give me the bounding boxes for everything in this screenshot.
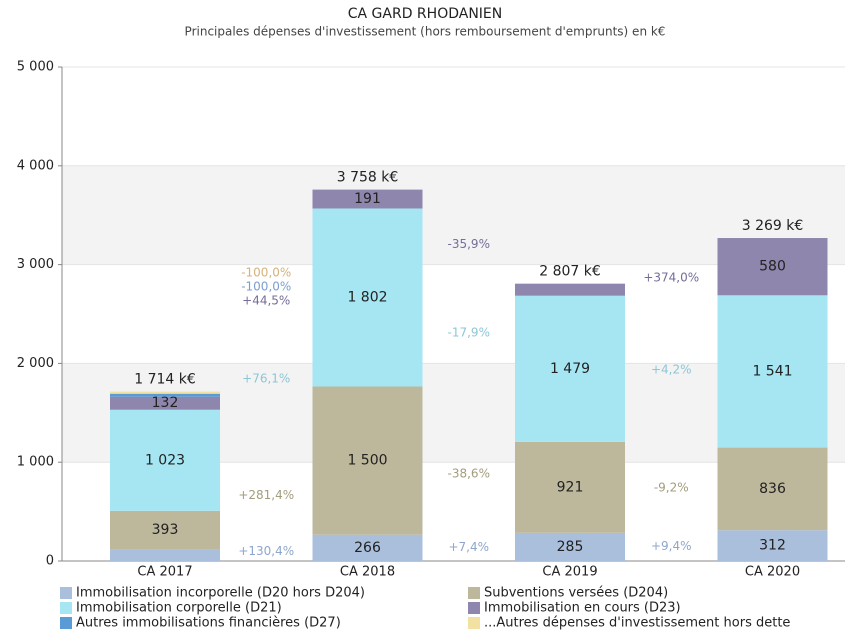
total-label: 2 807 k€ — [539, 264, 601, 280]
bar-segment — [110, 549, 220, 561]
legend-label: Autres immobilisations financières (D27) — [76, 616, 341, 631]
data-label: 132 — [152, 395, 179, 411]
data-label: 1 802 — [347, 290, 387, 306]
legend-swatch — [468, 587, 480, 599]
change-label: +9,4% — [651, 539, 692, 553]
bar-segment — [110, 396, 220, 410]
bar-segment — [312, 208, 423, 387]
bar-segment — [717, 295, 828, 448]
bar-segment — [110, 409, 220, 511]
data-label: 266 — [354, 540, 381, 556]
y-tick-label: 3 000 — [17, 257, 54, 272]
bar-segment — [312, 189, 423, 209]
data-label: 1 023 — [145, 452, 185, 468]
bar-segment — [110, 393, 220, 397]
bar-segment — [515, 295, 625, 442]
bar-segment — [312, 386, 423, 535]
change-label: -9,2% — [654, 481, 689, 495]
data-label: 580 — [759, 259, 786, 275]
y-tick-label: 5 000 — [17, 60, 54, 75]
x-tick-label: CA 2020 — [745, 565, 800, 580]
bar-segment — [515, 532, 625, 561]
y-tick-label: 2 000 — [17, 356, 54, 371]
bar-segment — [515, 441, 625, 533]
data-label: 1 541 — [752, 363, 792, 379]
legend-swatch — [468, 602, 480, 614]
bar-segment — [110, 391, 220, 394]
grid-band — [62, 165, 845, 265]
legend-swatch — [468, 617, 480, 629]
legend-swatch — [60, 617, 72, 629]
change-label: +130,4% — [238, 544, 294, 558]
change-label: -35,9% — [448, 237, 490, 251]
data-label: 1 479 — [550, 361, 590, 377]
legend-swatch — [60, 602, 72, 614]
total-label: 3 758 k€ — [337, 170, 399, 186]
change-label: +76,1% — [242, 371, 290, 385]
x-tick-label: CA 2018 — [340, 565, 395, 580]
total-label: 1 714 k€ — [134, 372, 196, 388]
bar-segment — [717, 530, 828, 561]
change-label: -100,0% — [241, 280, 291, 294]
chart-title: CA GARD RHODANIEN — [348, 6, 503, 22]
change-label: +374,0% — [643, 271, 699, 285]
data-label: 1 500 — [347, 453, 387, 469]
bar-segment — [110, 510, 220, 550]
x-tick-label: CA 2019 — [542, 565, 597, 580]
data-label: 836 — [759, 481, 786, 497]
change-label: +4,2% — [651, 363, 692, 377]
bar-segment — [717, 447, 828, 531]
change-label: -100,0% — [241, 266, 291, 280]
y-tick-label: 0 — [46, 554, 54, 569]
data-label: 191 — [354, 191, 381, 207]
legend-label: Immobilisation en cours (D23) — [484, 601, 681, 616]
change-label: +7,4% — [448, 540, 489, 554]
data-label: 285 — [557, 539, 584, 555]
legend-label: Immobilisation incorporelle (D20 hors D2… — [76, 586, 365, 601]
legend-label: Immobilisation corporelle (D21) — [76, 601, 282, 616]
y-tick-label: 1 000 — [17, 455, 54, 470]
change-label: +281,4% — [238, 488, 294, 502]
bar-segment — [717, 238, 828, 296]
bar-segment — [515, 283, 625, 296]
change-label: -17,9% — [448, 326, 490, 340]
legend-swatch — [60, 587, 72, 599]
data-label: 312 — [759, 538, 786, 554]
legend-label: ...Autres dépenses d'investissement hors… — [484, 616, 790, 631]
legend-label: Subventions versées (D204) — [484, 586, 668, 601]
change-label: +44,5% — [242, 294, 290, 308]
change-label: -38,6% — [448, 466, 490, 480]
data-label: 921 — [557, 479, 584, 495]
total-label: 3 269 k€ — [742, 218, 804, 234]
data-label: 393 — [152, 522, 179, 538]
chart-subtitle: Principales dépenses d'investissement (h… — [185, 25, 666, 39]
x-tick-label: CA 2017 — [137, 565, 192, 580]
bar-segment — [312, 534, 423, 561]
y-tick-label: 4 000 — [17, 158, 54, 173]
